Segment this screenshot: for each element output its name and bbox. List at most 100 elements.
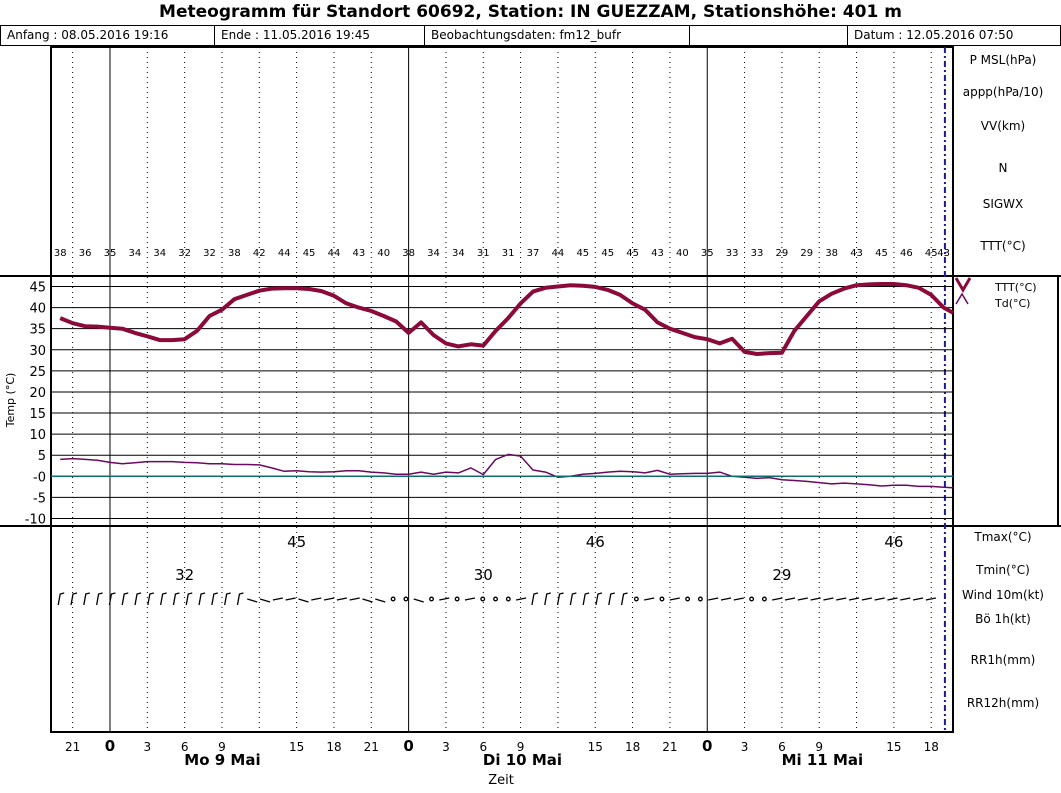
tmin-value: 29 <box>772 566 791 584</box>
ttt-value-label: 31 <box>477 248 490 259</box>
hour-tick-label: 15 <box>588 740 603 754</box>
ttt-value-label: 45 <box>601 248 614 259</box>
wind-barb-mark <box>134 592 142 606</box>
wind-barb-mark <box>83 592 90 606</box>
ttt-value-label: 38 <box>228 248 241 259</box>
wind-barb-mark <box>669 597 680 601</box>
wind-barb-mark <box>198 592 206 606</box>
wind-barb-mark <box>823 597 834 601</box>
hour-tick-label: 6 <box>181 740 189 754</box>
ttt-value-label: 38 <box>402 248 415 259</box>
y-tick-label: 35 <box>29 323 46 338</box>
ttt-value-label: 36 <box>79 248 92 259</box>
wind-barb-mark <box>544 592 551 606</box>
ttt-value-label: 32 <box>203 248 216 259</box>
wind-barb-mark <box>516 597 527 601</box>
ttt-value-label: 38 <box>825 248 838 259</box>
ttt-value-label: 34 <box>452 248 465 259</box>
wind-barb-mark <box>772 597 783 601</box>
wind-barb-mark <box>336 597 348 601</box>
y-tick-label: 40 <box>29 302 46 317</box>
ttt-value-label: 31 <box>502 248 515 259</box>
legend-ttt: TTT(°C) <box>994 281 1037 294</box>
wind-barb-mark <box>887 597 898 601</box>
ttt-value-label: 29 <box>776 248 789 259</box>
wind-barb-mark <box>311 597 322 601</box>
wind-barb-mark <box>375 598 386 603</box>
wind-barb-mark <box>224 592 231 606</box>
hour-tick-label: 21 <box>65 740 80 754</box>
day-label: Di 10 Mai <box>483 751 562 769</box>
bottom-panel-label: Tmin(°C) <box>975 563 1030 577</box>
hour-tick-label: 21 <box>364 740 379 754</box>
tmax-value: 46 <box>586 533 605 551</box>
wind-barb-mark <box>259 598 271 603</box>
hour-tick-label: 3 <box>741 740 749 754</box>
wind-barb-mark <box>285 597 296 601</box>
wind-barb-mark <box>810 597 821 601</box>
hour-tick-label: 15 <box>289 740 304 754</box>
midnight-tick-label: 0 <box>702 737 712 755</box>
hour-tick-label: 3 <box>143 740 151 754</box>
hour-tick-label: 21 <box>662 740 677 754</box>
top-panel-label: P MSL(hPa) <box>970 53 1037 67</box>
chart-frame <box>0 46 1061 733</box>
wind-barb-mark <box>836 597 847 601</box>
hour-tick-label: 18 <box>924 740 939 754</box>
x-axis-title: Zeit <box>488 773 514 788</box>
wind-barb-mark <box>900 597 911 601</box>
ttt-value-label: 43 <box>937 248 950 259</box>
ttt-value-label: 34 <box>153 248 166 259</box>
y-tick-label: 10 <box>29 428 46 443</box>
wind-calm-mark <box>697 596 703 602</box>
wind-barb-mark <box>121 592 129 606</box>
ttt-value-label: 45 <box>925 248 938 259</box>
ttt-value-label: 43 <box>850 248 863 259</box>
hour-tick-label: 9 <box>517 740 525 754</box>
ttt-value-label: 29 <box>800 248 813 259</box>
wind-barb-mark <box>644 597 655 601</box>
top-panel-label: VV(km) <box>981 119 1025 133</box>
day-label: Mo 9 Mai <box>184 751 260 769</box>
y-tick-label: -10 <box>25 513 46 528</box>
ttt-value-label: 42 <box>253 248 266 259</box>
midnight-tick-label: 0 <box>403 737 413 755</box>
hour-tick-label: 6 <box>479 740 487 754</box>
ttt-value-label: 33 <box>751 248 764 259</box>
ttt-value-label: 40 <box>676 248 689 259</box>
hour-tick-label: 9 <box>218 740 226 754</box>
wind-calm-mark <box>659 596 665 602</box>
wind-barb-mark <box>861 597 872 601</box>
hour-tick-label: 6 <box>778 740 786 754</box>
wind-calm-mark <box>403 596 409 602</box>
y-tick-label: -5 <box>33 491 46 506</box>
bottom-panel-label: RR1h(mm) <box>971 653 1036 667</box>
wind-calm-mark <box>761 596 767 602</box>
ttt-value-label: 37 <box>527 248 540 259</box>
wind-barb-mark <box>362 598 373 603</box>
day-label: Mi 11 Mai <box>782 751 864 769</box>
wind-barb-mark <box>784 597 796 601</box>
y-tick-label: 5 <box>38 449 46 464</box>
wind-calm-mark <box>749 596 755 602</box>
top-panel-label: appp(hPa/10) <box>963 85 1044 99</box>
wind-calm-mark <box>454 596 460 602</box>
wind-calm-mark <box>429 596 434 602</box>
wind-barb-mark <box>95 592 103 606</box>
wind-barb-mark <box>70 592 78 606</box>
midnight-tick-label: 0 <box>105 737 115 755</box>
hour-tick-label: 9 <box>815 740 823 754</box>
bottom-panel-label: Tmax(°C) <box>973 530 1031 544</box>
wind-barb-mark <box>349 597 360 601</box>
top-panel-label: TTT(°C) <box>979 239 1025 253</box>
wind-barb-mark <box>439 597 450 601</box>
bottom-panel-label: Bö 1h(kt) <box>975 612 1031 626</box>
page-title: Meteogramm für Standort 60692, Station: … <box>159 2 902 22</box>
ttt-value-label: 35 <box>701 248 714 259</box>
ttt-value-label: 34 <box>427 248 440 259</box>
wind-barb-mark <box>582 592 590 606</box>
wind-barb-mark <box>159 592 167 606</box>
wind-barb-mark <box>57 592 65 606</box>
ttt-value-label: 46 <box>900 248 913 259</box>
y-tick-label: 15 <box>29 407 46 422</box>
